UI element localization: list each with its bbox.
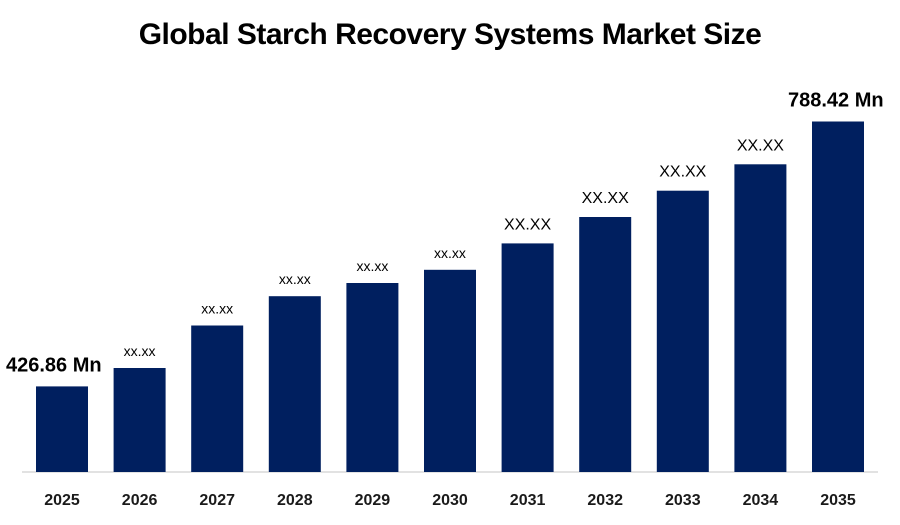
data-label-2032: XX.XX xyxy=(582,190,629,207)
data-label-2025: 426.86 Mn xyxy=(6,354,102,376)
data-label-2027: xx.xx xyxy=(201,301,233,317)
x-tick-label-2032: 2032 xyxy=(587,492,623,509)
bar-2033 xyxy=(656,190,709,472)
x-tick-label-2035: 2035 xyxy=(820,492,856,509)
data-label-2029: xx.xx xyxy=(356,258,388,274)
data-label-2030: xx.xx xyxy=(434,245,466,261)
x-tick-label-2033: 2033 xyxy=(665,492,701,509)
x-tick-label-2027: 2027 xyxy=(199,492,235,509)
bar-2035 xyxy=(812,121,864,472)
x-tick-label-2034: 2034 xyxy=(743,492,779,509)
x-tick-label-2030: 2030 xyxy=(432,492,468,509)
x-tick-label-2029: 2029 xyxy=(355,492,391,509)
bar-2028 xyxy=(268,296,321,472)
bar-2034 xyxy=(734,164,787,473)
bar-2031 xyxy=(501,243,554,472)
bar-2029 xyxy=(346,283,399,472)
bar-2025 xyxy=(36,386,88,472)
bar-2032 xyxy=(579,217,632,472)
bar-2027 xyxy=(191,325,244,472)
bar-2026 xyxy=(113,368,166,472)
data-label-2033: XX.XX xyxy=(659,164,706,181)
x-tick-label-2026: 2026 xyxy=(122,492,158,509)
x-tick-label-2031: 2031 xyxy=(510,492,546,509)
data-label-2034: XX.XX xyxy=(737,137,784,154)
bar-2030 xyxy=(424,269,476,472)
chart-title: Global Starch Recovery Systems Market Si… xyxy=(138,18,762,51)
x-tick-label-2025: 2025 xyxy=(44,492,80,509)
data-label-2028: xx.xx xyxy=(279,271,311,287)
data-label-2031: XX.XX xyxy=(504,216,551,233)
x-tick-label-2028: 2028 xyxy=(277,492,313,509)
data-label-2035: 788.42 Mn xyxy=(788,90,884,112)
data-label-2026: xx.xx xyxy=(124,343,156,359)
